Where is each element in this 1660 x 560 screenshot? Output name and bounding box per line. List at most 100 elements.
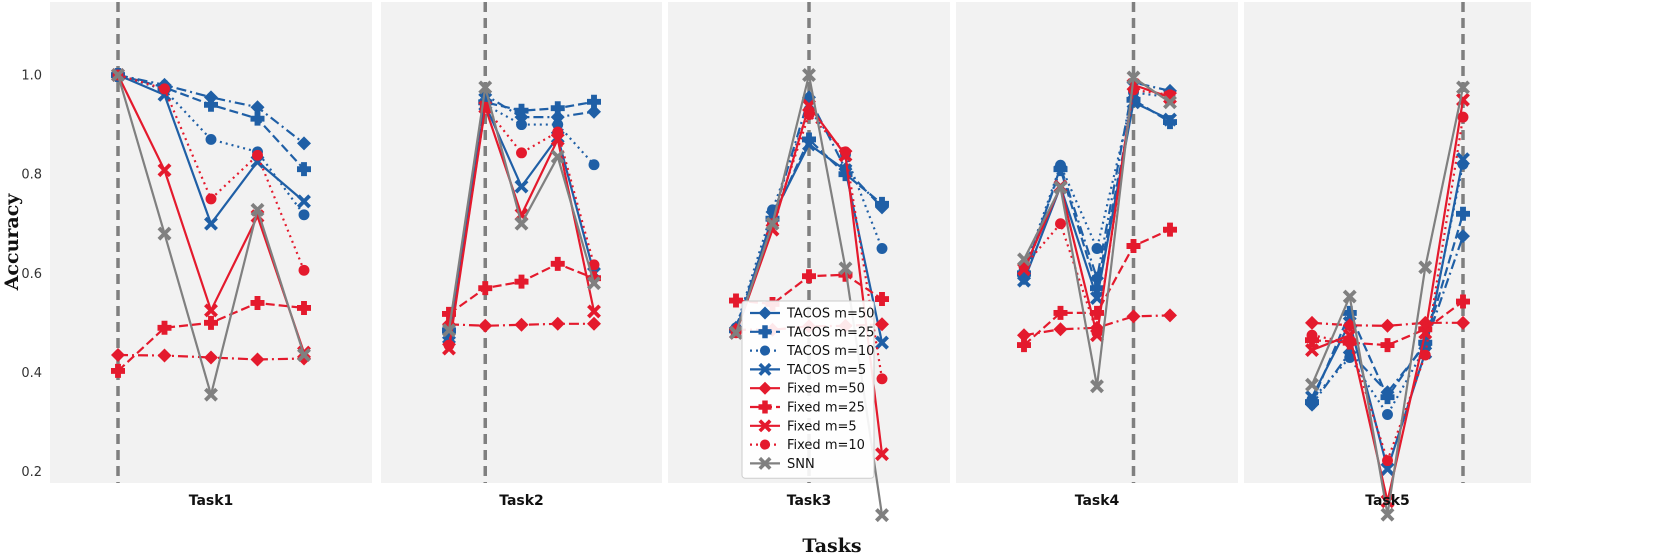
data-point [157,348,172,363]
data-point [297,136,311,151]
data-point [1126,70,1141,85]
legend-item-fixed-m-25: Fixed m=25 [750,400,865,416]
y-axis-title: Accuracy [1,193,23,292]
data-point [111,68,125,82]
legend-label: SNN [787,457,815,472]
legend-label: TACOS m=25 [786,325,874,340]
data-point [514,274,529,289]
data-point [550,149,565,164]
legend-item-tacos-m-5: TACOS m=5 [750,363,866,378]
data-point [550,316,565,331]
data-point [297,348,311,362]
data-point [442,323,456,338]
data-point [1456,80,1470,95]
data-point [1382,409,1393,420]
data-point [204,350,218,365]
data-point [1055,159,1066,171]
data-point [157,320,172,335]
legend-marker [758,362,772,376]
data-point [840,146,851,158]
legend-item-snn: SNN [750,457,815,472]
data-point [159,83,170,95]
legend-item-tacos-m-25: TACOS m=25 [750,325,874,340]
data-point [478,281,493,296]
data-point [204,97,218,112]
panel-task2: Task2 [381,2,662,509]
task-label: Task5 [1365,493,1410,509]
panel-background [956,2,1238,483]
data-point [587,316,601,331]
data-point [1017,338,1031,353]
data-point [1053,322,1068,337]
data-point [204,387,218,402]
data-point [802,68,816,82]
panel-task4: Task4 [956,2,1238,509]
data-point [514,216,529,231]
y-tick-label: 0.6 [21,267,42,282]
legend-item-tacos-m-10: TACOS m=10 [750,344,874,359]
task-label: Task2 [499,493,544,509]
series-snn [1305,80,1470,522]
legend-item-tacos-m-50: TACOS m=50 [750,306,874,322]
data-point [587,94,601,109]
data-point [204,315,218,330]
series-snn [442,80,601,338]
data-point [514,103,529,118]
panel-task1: Task1 [50,2,372,509]
legend-label: TACOS m=5 [786,363,866,378]
data-point [1163,308,1177,323]
data-point [875,335,889,350]
series-line [1023,88,1171,334]
series-line [1023,314,1171,337]
data-point [1091,327,1103,339]
data-point [1090,305,1104,320]
data-point [588,159,600,171]
data-point [1457,111,1469,123]
series-tacos-m-5 [1017,95,1177,306]
data-point [838,261,853,276]
legend-box [741,300,875,479]
data-point [1342,289,1357,304]
data-point [252,149,263,161]
data-point [802,132,816,147]
data-point [1163,112,1177,127]
series-line [448,322,594,327]
data-point [587,304,601,319]
data-point [205,193,217,205]
series-fixed-m-25 [442,256,601,321]
series-fixed-m-10 [1018,84,1176,339]
data-point [875,196,889,211]
data-point [157,226,172,241]
legend-marker [758,456,772,470]
data-point [587,271,601,286]
legend-item-fixed-m-10: Fixed m=10 [750,438,865,453]
series-snn [1017,70,1177,394]
data-point [204,216,218,231]
data-point [1380,318,1395,333]
data-point [297,194,311,209]
data-point [875,292,889,307]
data-point [1090,291,1104,306]
data-point [250,111,265,126]
data-point [443,339,455,351]
data-point [1305,343,1319,358]
data-point [1456,229,1470,244]
data-point [111,348,125,363]
data-point [1305,315,1319,330]
data-point [1419,349,1431,361]
legend-marker [759,439,771,450]
data-point [516,147,527,159]
data-point [1163,222,1177,237]
series-line [117,353,305,361]
data-point [550,101,565,116]
data-point [1053,180,1068,195]
data-point [1380,390,1395,405]
data-point [297,162,311,177]
data-point [1091,243,1103,254]
y-axis-ticks: 0.2 0.4 0.6 0.8 1.0 [21,69,42,480]
y-tick-label: 0.8 [21,168,42,183]
legend: TACOS m=50 TACOS m=25 TACOS m=10 TACOS m=5 F… [741,300,875,479]
data-point [1456,206,1470,221]
data-point [1344,352,1356,363]
